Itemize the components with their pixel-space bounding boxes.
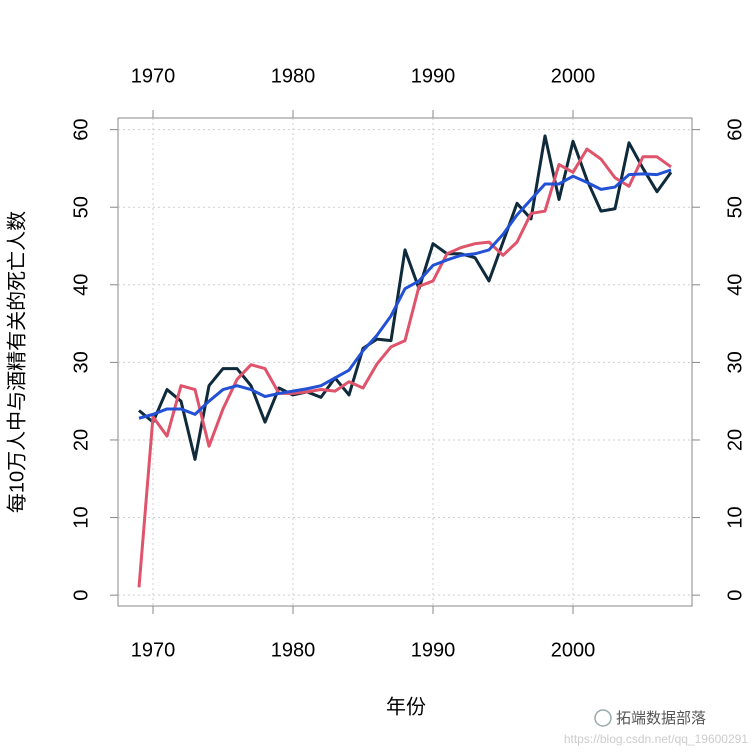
x-tick-label: 2000	[551, 639, 596, 661]
x-tick-label: 1990	[411, 639, 456, 661]
y-tick-label-right: 50	[724, 196, 746, 218]
y-tick-label-right: 10	[724, 506, 746, 528]
watermark-text: 拓端数据部落	[616, 710, 706, 727]
y-tick-label-right: 20	[724, 429, 746, 451]
x-axis-label: 年份	[386, 695, 426, 718]
y-tick-label: 60	[70, 119, 92, 141]
y-tick-label: 50	[70, 196, 92, 218]
x-tick-label-top: 1990	[411, 65, 456, 87]
series-line	[138, 168, 672, 420]
y-tick-label-right: 40	[724, 274, 746, 296]
series-line	[137, 147, 672, 588]
watermark-url: https://blog.csdn.net/qq_19600291	[564, 732, 748, 746]
x-tick-label: 1970	[131, 639, 176, 661]
y-tick-label-right: 0	[724, 590, 746, 601]
x-tick-label-top: 1980	[271, 65, 316, 87]
y-tick-label: 10	[70, 506, 92, 528]
x-tick-label: 1980	[271, 639, 316, 661]
series-line	[138, 134, 673, 461]
x-tick-label-top: 1970	[131, 65, 176, 87]
y-axis-label: 每10万人中与酒精有关的死亡人数	[5, 211, 28, 513]
y-tick-label-right: 30	[724, 351, 746, 373]
watermark-icon	[594, 709, 612, 727]
y-tick-label: 30	[70, 351, 92, 373]
y-tick-label: 40	[70, 274, 92, 296]
y-tick-label: 0	[70, 590, 92, 601]
x-tick-label-top: 2000	[551, 65, 596, 87]
y-tick-label-right: 60	[724, 119, 746, 141]
y-tick-label: 20	[70, 429, 92, 451]
